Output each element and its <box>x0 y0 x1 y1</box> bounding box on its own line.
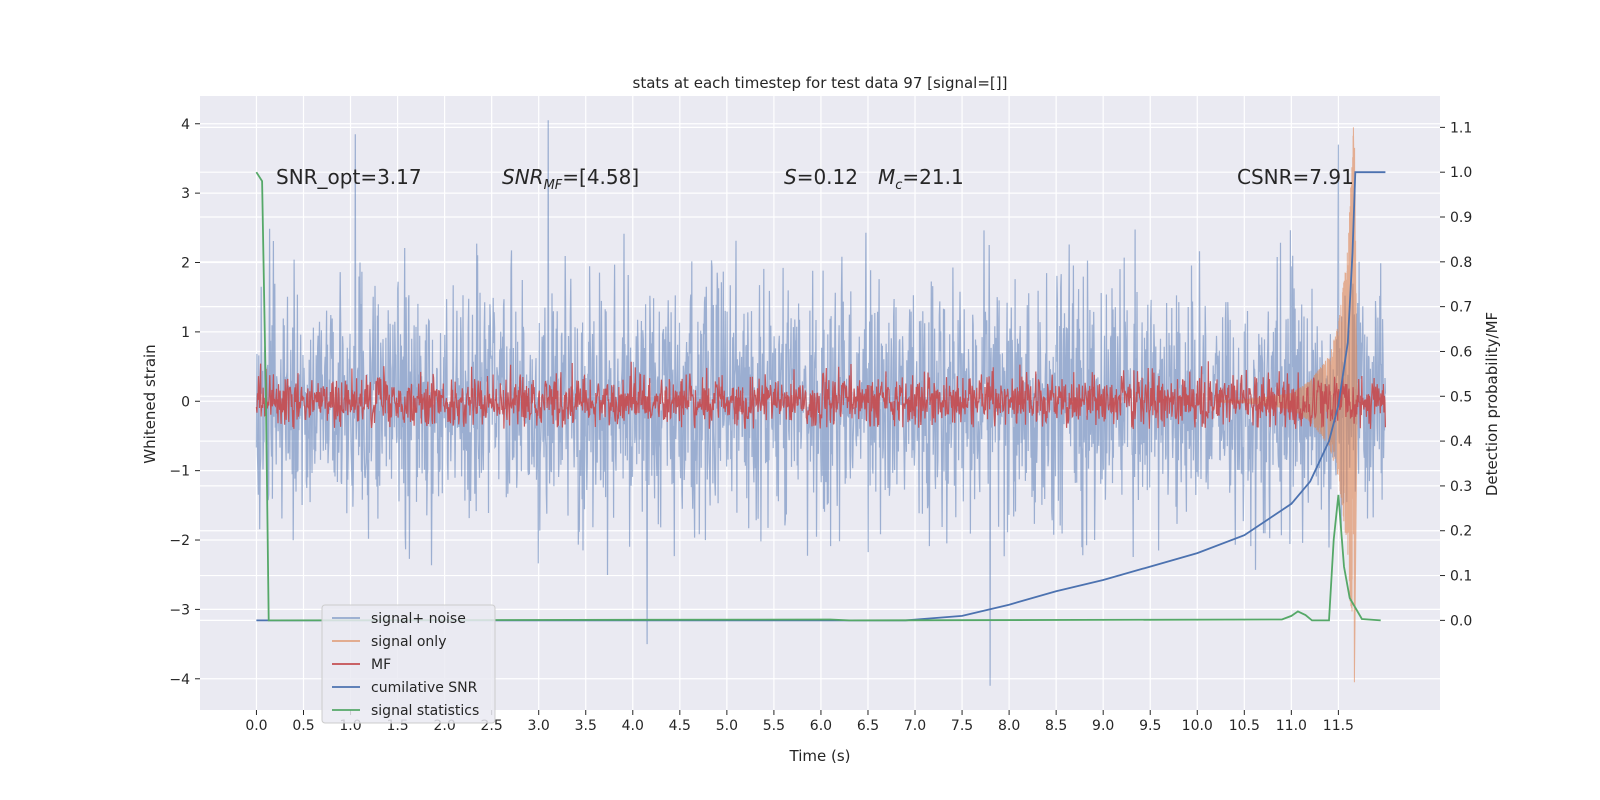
x-tick-label: 0.5 <box>292 718 314 734</box>
annotation-snr-opt: SNR_opt=3.17 <box>276 165 422 189</box>
y-tick-label-right: 0.2 <box>1450 524 1472 540</box>
y-tick-label-right: 1.1 <box>1450 120 1472 136</box>
legend: signal+ noise signal only MF cumilative SNR… <box>321 604 496 724</box>
annotation-snr-mf-label: SNR <box>502 165 544 189</box>
y-tick-label-right: 0.1 <box>1450 569 1472 585</box>
annotation-s: S=0.12 <box>784 165 858 189</box>
y-axis-label-left: Whitened strain <box>141 344 159 463</box>
legend-label: signal+ noise <box>371 611 466 627</box>
annotation-mc: Mc=21.1 <box>878 165 964 193</box>
x-tick-label: 6.5 <box>857 718 879 734</box>
legend-box <box>321 604 496 724</box>
y-tick-label-right: 0.9 <box>1450 210 1472 226</box>
y-tick-label-left: −3 <box>169 602 190 618</box>
x-axis-label: Time (s) <box>789 747 851 765</box>
y-tick-label-left: 4 <box>181 117 190 133</box>
legend-label: signal only <box>371 634 446 650</box>
x-tick-label: 4.0 <box>622 718 644 734</box>
annotation-snr-mf: SNRMF=[4.58] <box>502 165 639 193</box>
y-tick-label-left: −4 <box>169 672 190 688</box>
y-tick-label-right: 0.8 <box>1450 255 1472 271</box>
legend-label: signal statistics <box>371 703 479 719</box>
y-tick-label-right: 0.5 <box>1450 389 1472 405</box>
x-tick-label: 3.5 <box>575 718 597 734</box>
annotation-s-label: S <box>784 165 797 189</box>
x-tick-label: 8.0 <box>998 718 1020 734</box>
y-tick-label-left: 1 <box>181 325 190 341</box>
annotations: SNR_opt=3.17 SNRMF=[4.58] S=0.12 Mc=21.1… <box>276 165 1354 193</box>
x-tick-label: 7.0 <box>904 718 926 734</box>
x-tick-label: 5.5 <box>763 718 785 734</box>
x-tick-label: 3.0 <box>528 718 550 734</box>
x-tick-label: 11.0 <box>1276 718 1307 734</box>
y-tick-label-right: 0.4 <box>1450 434 1472 450</box>
annotation-snr-mf-subscript: MF <box>544 178 563 193</box>
series-layer <box>255 120 1386 686</box>
annotation-csnr: CSNR=7.91 <box>1237 165 1354 189</box>
x-tick-label: 10.0 <box>1182 718 1213 734</box>
annotation-s-value: =0.12 <box>797 165 858 189</box>
annotation-snr-mf-value: =[4.58] <box>562 165 639 189</box>
ticks: 0.0 0.5 1.0 1.5 2.0 2.5 3.0 3.5 4.0 4.5 5.0 5.5 6.0 6… <box>169 117 1472 734</box>
x-tick-label: 7.5 <box>951 718 973 734</box>
legend-label: cumilative SNR <box>371 680 478 696</box>
y-tick-label-right: 0.7 <box>1450 300 1472 316</box>
y-tick-label-left: −2 <box>169 533 190 549</box>
x-tick-label: 9.0 <box>1092 718 1114 734</box>
annotation-mc-subscript: c <box>895 178 902 193</box>
x-tick-label: 0.0 <box>245 718 267 734</box>
y-tick-label-left: 0 <box>181 394 190 410</box>
chart-title: stats at each timestep for test data 97 … <box>633 74 1008 92</box>
y-tick-label-right: 0.6 <box>1450 344 1472 360</box>
y-tick-label-right: 0.0 <box>1450 613 1472 629</box>
annotation-mc-value: =21.1 <box>902 165 963 189</box>
x-tick-label: 9.5 <box>1139 718 1161 734</box>
y-tick-label-left: 2 <box>181 256 190 272</box>
x-tick-label: 6.0 <box>810 718 832 734</box>
x-tick-label: 10.5 <box>1229 718 1260 734</box>
series-cumilative-snr-line <box>256 171 1386 622</box>
y-tick-label-left: 3 <box>181 186 190 202</box>
series-signal-statistics-line <box>255 171 1381 622</box>
y-axis-label-right: Detection probability/MF <box>1483 312 1501 496</box>
y-tick-label-right: 1.0 <box>1450 165 1472 181</box>
x-tick-label: 4.5 <box>669 718 691 734</box>
x-tick-label: 8.5 <box>1045 718 1067 734</box>
annotation-mc-label: M <box>878 165 895 189</box>
series-mf-line <box>255 361 1386 430</box>
x-tick-label: 11.5 <box>1323 718 1354 734</box>
x-tick-label: 5.0 <box>716 718 738 734</box>
legend-label: MF <box>371 657 391 673</box>
y-tick-label-left: −1 <box>169 464 190 480</box>
y-tick-label-right: 0.3 <box>1450 479 1472 495</box>
